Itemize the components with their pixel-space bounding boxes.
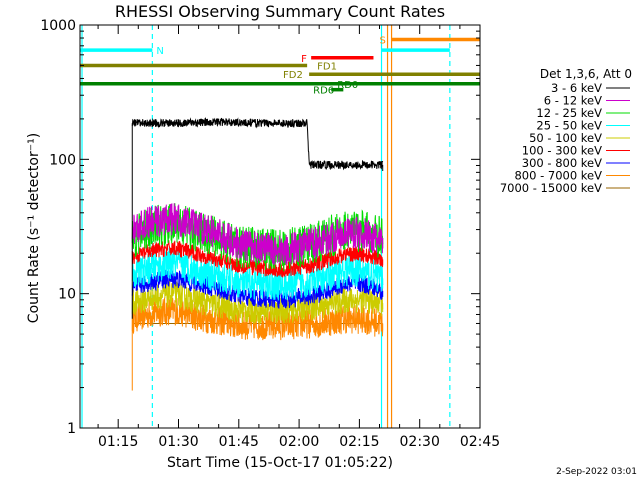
y-tick-label: 10 (58, 287, 76, 303)
x-tick-label: 01:15 (98, 434, 138, 450)
legend-label-2: 12 - 25 keV (536, 106, 602, 120)
x-tick-label: 02:30 (400, 434, 440, 450)
series-line-1 (131, 203, 384, 266)
chart-title: RHESSI Observing Summary Count Rates (115, 2, 445, 21)
legend-title: Det 1,3,6, Att 0 (540, 67, 632, 81)
y-tick-label: 1000 (40, 18, 76, 34)
legend-label-8: 7000 - 15000 keV (500, 181, 602, 195)
axes: 01:15 01:30 01:45 02:00 02:15 02:30 02:45 1 10 10… (40, 18, 500, 450)
y-axis-label: Count Rate (s⁻¹ detector⁻¹) (26, 133, 42, 323)
flag-label-6: RD0 (337, 80, 358, 91)
legend-label-6: 300 - 800 keV (522, 156, 602, 170)
legend-label-3: 25 - 50 keV (536, 119, 602, 133)
x-tick-label: 01:30 (158, 434, 198, 450)
series-line-0 (131, 117, 384, 171)
x-axis-label: Start Time (15-Oct-17 01:05:22) (167, 455, 393, 471)
x-tick-label: 01:45 (219, 434, 259, 450)
flag-label-4: FD1 (317, 61, 337, 72)
flag-label-5: FD2 (283, 70, 303, 81)
legend-label-1: 6 - 12 keV (544, 94, 602, 108)
series-line-4 (131, 280, 384, 325)
y-tick-label: 100 (49, 152, 76, 168)
flag-label-3: F (301, 54, 307, 65)
flag-label-0: N (156, 46, 163, 57)
y-tick-label: 1 (67, 421, 76, 437)
series-line-5 (131, 240, 384, 278)
x-tick-label: 02:15 (339, 434, 379, 450)
flag-label-2: S (379, 35, 385, 46)
legend-label-7: 800 - 7000 keV (514, 169, 602, 183)
series-line-7 (131, 297, 384, 341)
x-tick-label: 02:00 (279, 434, 319, 450)
flag-label-7: RD6 (313, 86, 334, 97)
legend-label-0: 3 - 6 keV (551, 81, 602, 95)
footer-date: 2-Sep-2022 03:01 (556, 467, 637, 477)
legend-label-5: 100 - 300 keV (522, 144, 602, 158)
plot-frame (79, 24, 481, 429)
series-line-6 (131, 269, 384, 309)
x-tick-label: 02:45 (460, 434, 500, 450)
legend-label-4: 50 - 100 keV (529, 131, 602, 145)
